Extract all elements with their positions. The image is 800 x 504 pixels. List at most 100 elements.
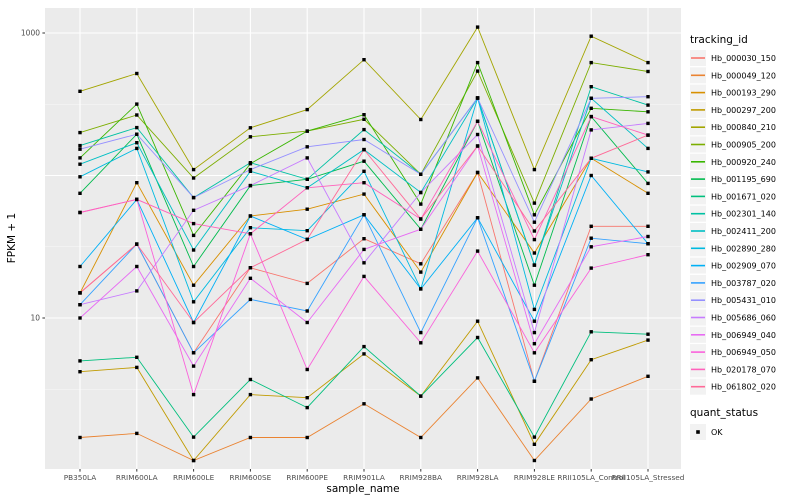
data-point — [305, 107, 309, 112]
legend-label: Hb_020178_070 — [711, 365, 776, 374]
data-point — [362, 169, 366, 173]
x-tick-label: RRIM928LA — [457, 473, 499, 482]
legend-key-point — [696, 430, 700, 434]
data-point — [532, 220, 537, 224]
data-point — [248, 161, 253, 165]
data-point — [248, 226, 253, 230]
data-point — [475, 132, 480, 137]
data-point — [135, 71, 139, 76]
data-point — [248, 392, 253, 397]
legend-item: Hb_002301_140 — [690, 205, 776, 222]
data-point — [589, 34, 593, 38]
legend-label: Hb_000840_210 — [711, 123, 776, 132]
legend-item: Hb_000920_240 — [690, 153, 776, 170]
y-tick-label: 10 — [30, 314, 40, 323]
x-tick-label: RRIM901LA — [343, 473, 385, 482]
data-point — [589, 358, 593, 362]
data-point — [589, 173, 593, 178]
data-point — [362, 402, 366, 406]
data-point — [475, 96, 480, 100]
data-point — [362, 192, 366, 196]
data-point — [248, 135, 253, 139]
data-point — [362, 147, 366, 152]
data-point — [475, 216, 480, 220]
data-point — [248, 183, 253, 188]
data-point — [305, 129, 309, 133]
data-point — [589, 266, 593, 270]
data-point — [646, 146, 650, 151]
x-tick-label: RRIM928LE — [514, 473, 556, 482]
data-point — [305, 309, 309, 313]
y-tick-label: 1000 — [21, 29, 40, 38]
data-point — [532, 213, 537, 217]
data-point — [646, 103, 650, 107]
legend-item: Hb_000030_150 — [690, 50, 776, 66]
legend-label: Hb_061802_020 — [711, 383, 776, 392]
data-point — [78, 264, 82, 269]
data-point — [589, 106, 593, 110]
data-point — [135, 141, 139, 145]
data-point — [135, 146, 139, 151]
data-point — [191, 458, 196, 463]
data-point — [191, 264, 196, 269]
data-point — [419, 435, 423, 440]
data-point — [191, 351, 196, 355]
data-point — [646, 338, 650, 342]
data-point — [191, 221, 196, 226]
data-point — [589, 397, 593, 401]
data-point — [475, 376, 480, 380]
data-point — [305, 186, 309, 190]
data-point — [248, 232, 253, 236]
data-point — [589, 330, 593, 334]
legend-label: Hb_006949_050 — [711, 348, 776, 357]
legend-item: Hb_005431_010 — [690, 292, 776, 309]
data-point — [589, 236, 593, 240]
x-tick-label: RRIM600PE — [286, 473, 328, 482]
data-point — [589, 60, 593, 65]
data-point — [532, 263, 537, 267]
data-point — [646, 253, 650, 257]
data-point — [646, 60, 650, 65]
data-point — [78, 130, 82, 135]
y-axis-title: FPKM + 1 — [6, 213, 18, 263]
legend-label: Hb_001195_690 — [711, 175, 776, 184]
data-point — [475, 144, 480, 148]
data-point — [532, 237, 537, 242]
legend-item: Hb_000297_200 — [690, 101, 776, 118]
data-point — [78, 370, 82, 374]
legend-label: Hb_000030_150 — [711, 54, 776, 63]
y-axis: 1000 10 — [21, 29, 45, 323]
data-point — [305, 237, 309, 242]
data-points — [78, 25, 650, 463]
data-point — [475, 60, 480, 65]
data-point — [78, 143, 82, 148]
data-point — [362, 352, 366, 356]
data-point — [135, 181, 139, 185]
legend-item: Hb_001671_020 — [690, 188, 776, 205]
data-point — [646, 181, 650, 186]
legend-label: Hb_005686_060 — [711, 314, 776, 323]
data-point — [475, 249, 480, 253]
data-point — [589, 114, 593, 119]
data-point — [248, 297, 253, 302]
data-point — [305, 396, 309, 400]
data-point — [78, 291, 82, 295]
data-point — [78, 156, 82, 160]
legend-label: Hb_003787_020 — [711, 279, 776, 288]
data-point — [305, 281, 309, 286]
data-point — [589, 85, 593, 89]
legend-item: Hb_005686_060 — [690, 309, 776, 326]
data-point — [362, 344, 366, 349]
data-point — [305, 145, 309, 149]
data-point — [646, 69, 650, 74]
data-point — [135, 132, 139, 136]
data-point — [419, 270, 423, 274]
legend-item: Hb_000905_200 — [690, 136, 776, 153]
legend-item: Hb_000049_120 — [690, 67, 776, 84]
legend-label: Hb_002301_140 — [711, 210, 776, 219]
data-point — [135, 365, 139, 370]
data-point — [191, 208, 196, 212]
data-point — [532, 435, 537, 439]
data-point — [532, 201, 537, 205]
legend-title-tracking-id: tracking_id — [690, 34, 748, 46]
